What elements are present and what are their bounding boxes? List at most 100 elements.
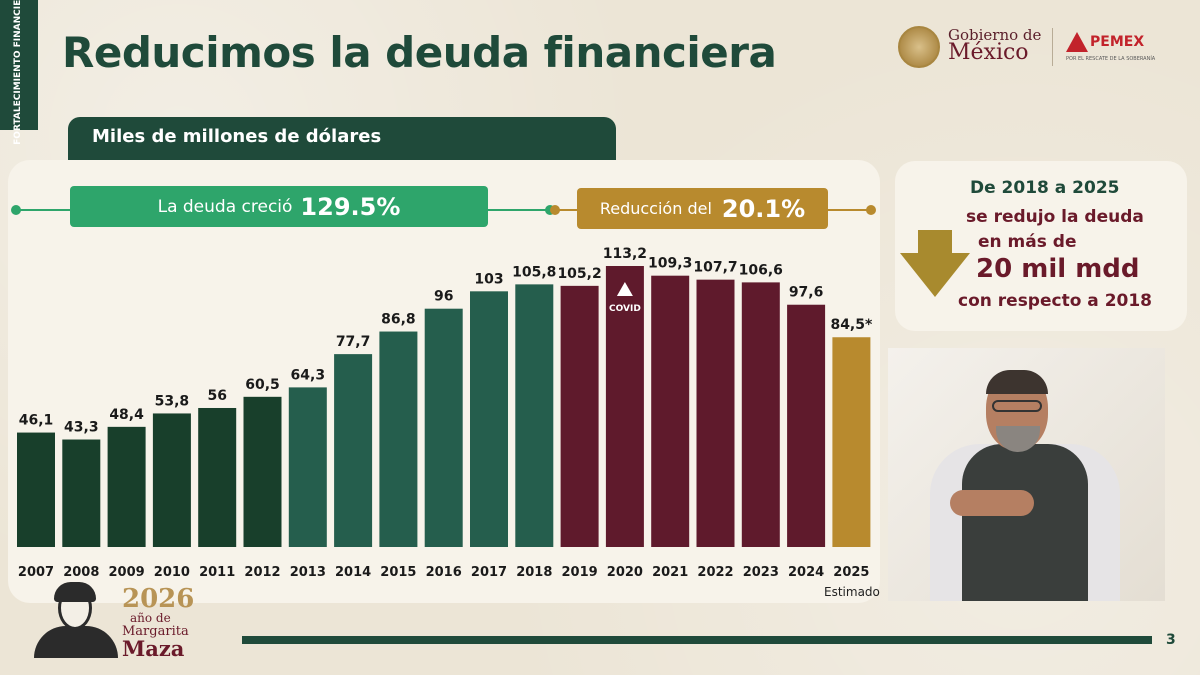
value-label-2007: 46,1 <box>19 413 54 429</box>
value-label-2008: 43,3 <box>64 420 99 436</box>
bar-2008 <box>62 439 101 547</box>
x-tick-2025: 2025 <box>833 565 869 580</box>
bar-2019 <box>560 285 599 547</box>
value-label-2017: 103 <box>474 271 503 287</box>
gobierno-logo-top: Gobierno de <box>948 26 1042 44</box>
commemorative-line-2: año de <box>130 611 171 625</box>
bar-2013 <box>288 387 327 547</box>
bar-2012 <box>243 396 282 547</box>
bar-2025 <box>832 337 871 547</box>
commemorative-line-4: Maza <box>122 636 185 661</box>
x-tick-2019: 2019 <box>562 565 598 580</box>
x-tick-2013: 2013 <box>290 565 326 580</box>
value-label-2025: 84,5* <box>830 317 873 333</box>
x-tick-2024: 2024 <box>788 565 824 580</box>
bar-2007 <box>17 432 55 547</box>
logo-divider <box>1052 28 1053 66</box>
x-tick-2011: 2011 <box>199 565 235 580</box>
bar-2009 <box>107 426 146 547</box>
reduction-end-dot <box>866 205 876 215</box>
margarita-maza-portrait <box>34 580 118 658</box>
bar-2020 <box>605 266 644 547</box>
reduction-start-dot <box>550 205 560 215</box>
summary-line-5: con respecto a 2018 <box>958 291 1153 311</box>
value-label-2021: 109,3 <box>648 256 692 272</box>
value-label-2011: 56 <box>207 388 226 404</box>
chart-units-label: Miles de millones de dólares <box>92 126 382 147</box>
x-tick-2009: 2009 <box>109 565 145 580</box>
value-label-2016: 96 <box>434 289 453 305</box>
interpreter-vest <box>962 444 1088 601</box>
portrait-body <box>34 626 118 658</box>
growth-start-dot <box>11 205 21 215</box>
growth-value: 129.5% <box>300 192 401 221</box>
x-tick-2023: 2023 <box>743 565 779 580</box>
bar-2021 <box>651 275 690 547</box>
x-tick-2017: 2017 <box>471 565 507 580</box>
value-label-2023: 106,6 <box>739 262 783 278</box>
x-tick-2015: 2015 <box>380 565 416 580</box>
value-label-2010: 53,8 <box>155 393 190 409</box>
x-tick-2007: 2007 <box>18 565 54 580</box>
x-tick-2021: 2021 <box>652 565 688 580</box>
page-number: 3 <box>1166 632 1176 648</box>
value-label-2015: 86,8 <box>381 312 416 328</box>
growth-text: La deuda creció <box>157 196 293 217</box>
bar-2014 <box>334 354 373 547</box>
page-title: Reducimos la deuda financiera <box>62 28 777 77</box>
value-label-2014: 77,7 <box>336 334 371 350</box>
value-label-2018: 105,8 <box>512 264 556 280</box>
interpreter-glasses <box>992 400 1042 412</box>
interpreter-hands <box>950 490 1034 516</box>
summary-line-2: se redujo la deuda <box>966 207 1144 227</box>
footer-bar <box>242 636 1152 644</box>
reduction-callout: Reducción del 20.1% <box>577 188 828 229</box>
x-tick-2016: 2016 <box>426 565 462 580</box>
bar-2018 <box>515 284 554 547</box>
x-tick-2022: 2022 <box>697 565 733 580</box>
value-label-2012: 60,5 <box>245 377 280 393</box>
bar-2023 <box>741 282 780 547</box>
reduction-value: 20.1% <box>721 194 806 223</box>
pemex-logo-text: PEMEX <box>1090 34 1145 50</box>
bar-2015 <box>379 331 418 547</box>
bar-2017 <box>470 291 508 547</box>
value-label-2009: 48,4 <box>109 407 144 423</box>
x-tick-2010: 2010 <box>154 565 190 580</box>
interpreter-hair <box>986 370 1048 394</box>
estimate-footnote: Estimado <box>824 585 880 599</box>
commemorative-line-3: Margarita <box>122 624 189 639</box>
bar-2024 <box>787 304 826 547</box>
growth-callout: La deuda creció 129.5% <box>70 186 488 227</box>
commemorative-year: 2026 <box>122 584 195 614</box>
x-tick-2012: 2012 <box>244 565 280 580</box>
value-label-2020: 113,2 <box>603 246 647 262</box>
bar-2022 <box>696 279 735 547</box>
national-seal-icon <box>898 26 940 68</box>
reduction-text: Reducción del <box>599 199 712 218</box>
value-label-2024: 97,6 <box>789 285 824 301</box>
sign-language-interpreter-video <box>888 348 1165 601</box>
summary-line-3: en más de <box>978 232 1077 252</box>
header-logos: Gobierno de México PEMEX POR EL RESCATE … <box>896 24 1166 70</box>
x-tick-2020: 2020 <box>607 565 643 580</box>
chart-units-tab: Miles de millones de dólares <box>68 117 616 161</box>
value-label-2013: 64,3 <box>291 367 326 383</box>
bar-2011 <box>198 407 237 547</box>
bar-2016 <box>424 308 463 547</box>
x-tick-2014: 2014 <box>335 565 371 580</box>
bar-2010 <box>152 413 191 547</box>
gobierno-logo-main: México <box>948 40 1029 65</box>
x-tick-2008: 2008 <box>63 565 99 580</box>
pemex-tagline: POR EL RESCATE DE LA SOBERANÍA <box>1066 56 1156 62</box>
summary-period: De 2018 a 2025 <box>970 178 1120 198</box>
covid-marker-icon <box>616 282 633 296</box>
section-tab: FORTALECIMIENTO FINANCIERO <box>0 0 38 145</box>
x-tick-2018: 2018 <box>516 565 552 580</box>
covid-annotation: COVID <box>609 304 641 314</box>
value-label-2019: 105,2 <box>557 266 601 282</box>
value-label-2022: 107,7 <box>693 260 737 276</box>
down-arrow-icon <box>918 230 952 254</box>
portrait-hair <box>54 582 96 602</box>
